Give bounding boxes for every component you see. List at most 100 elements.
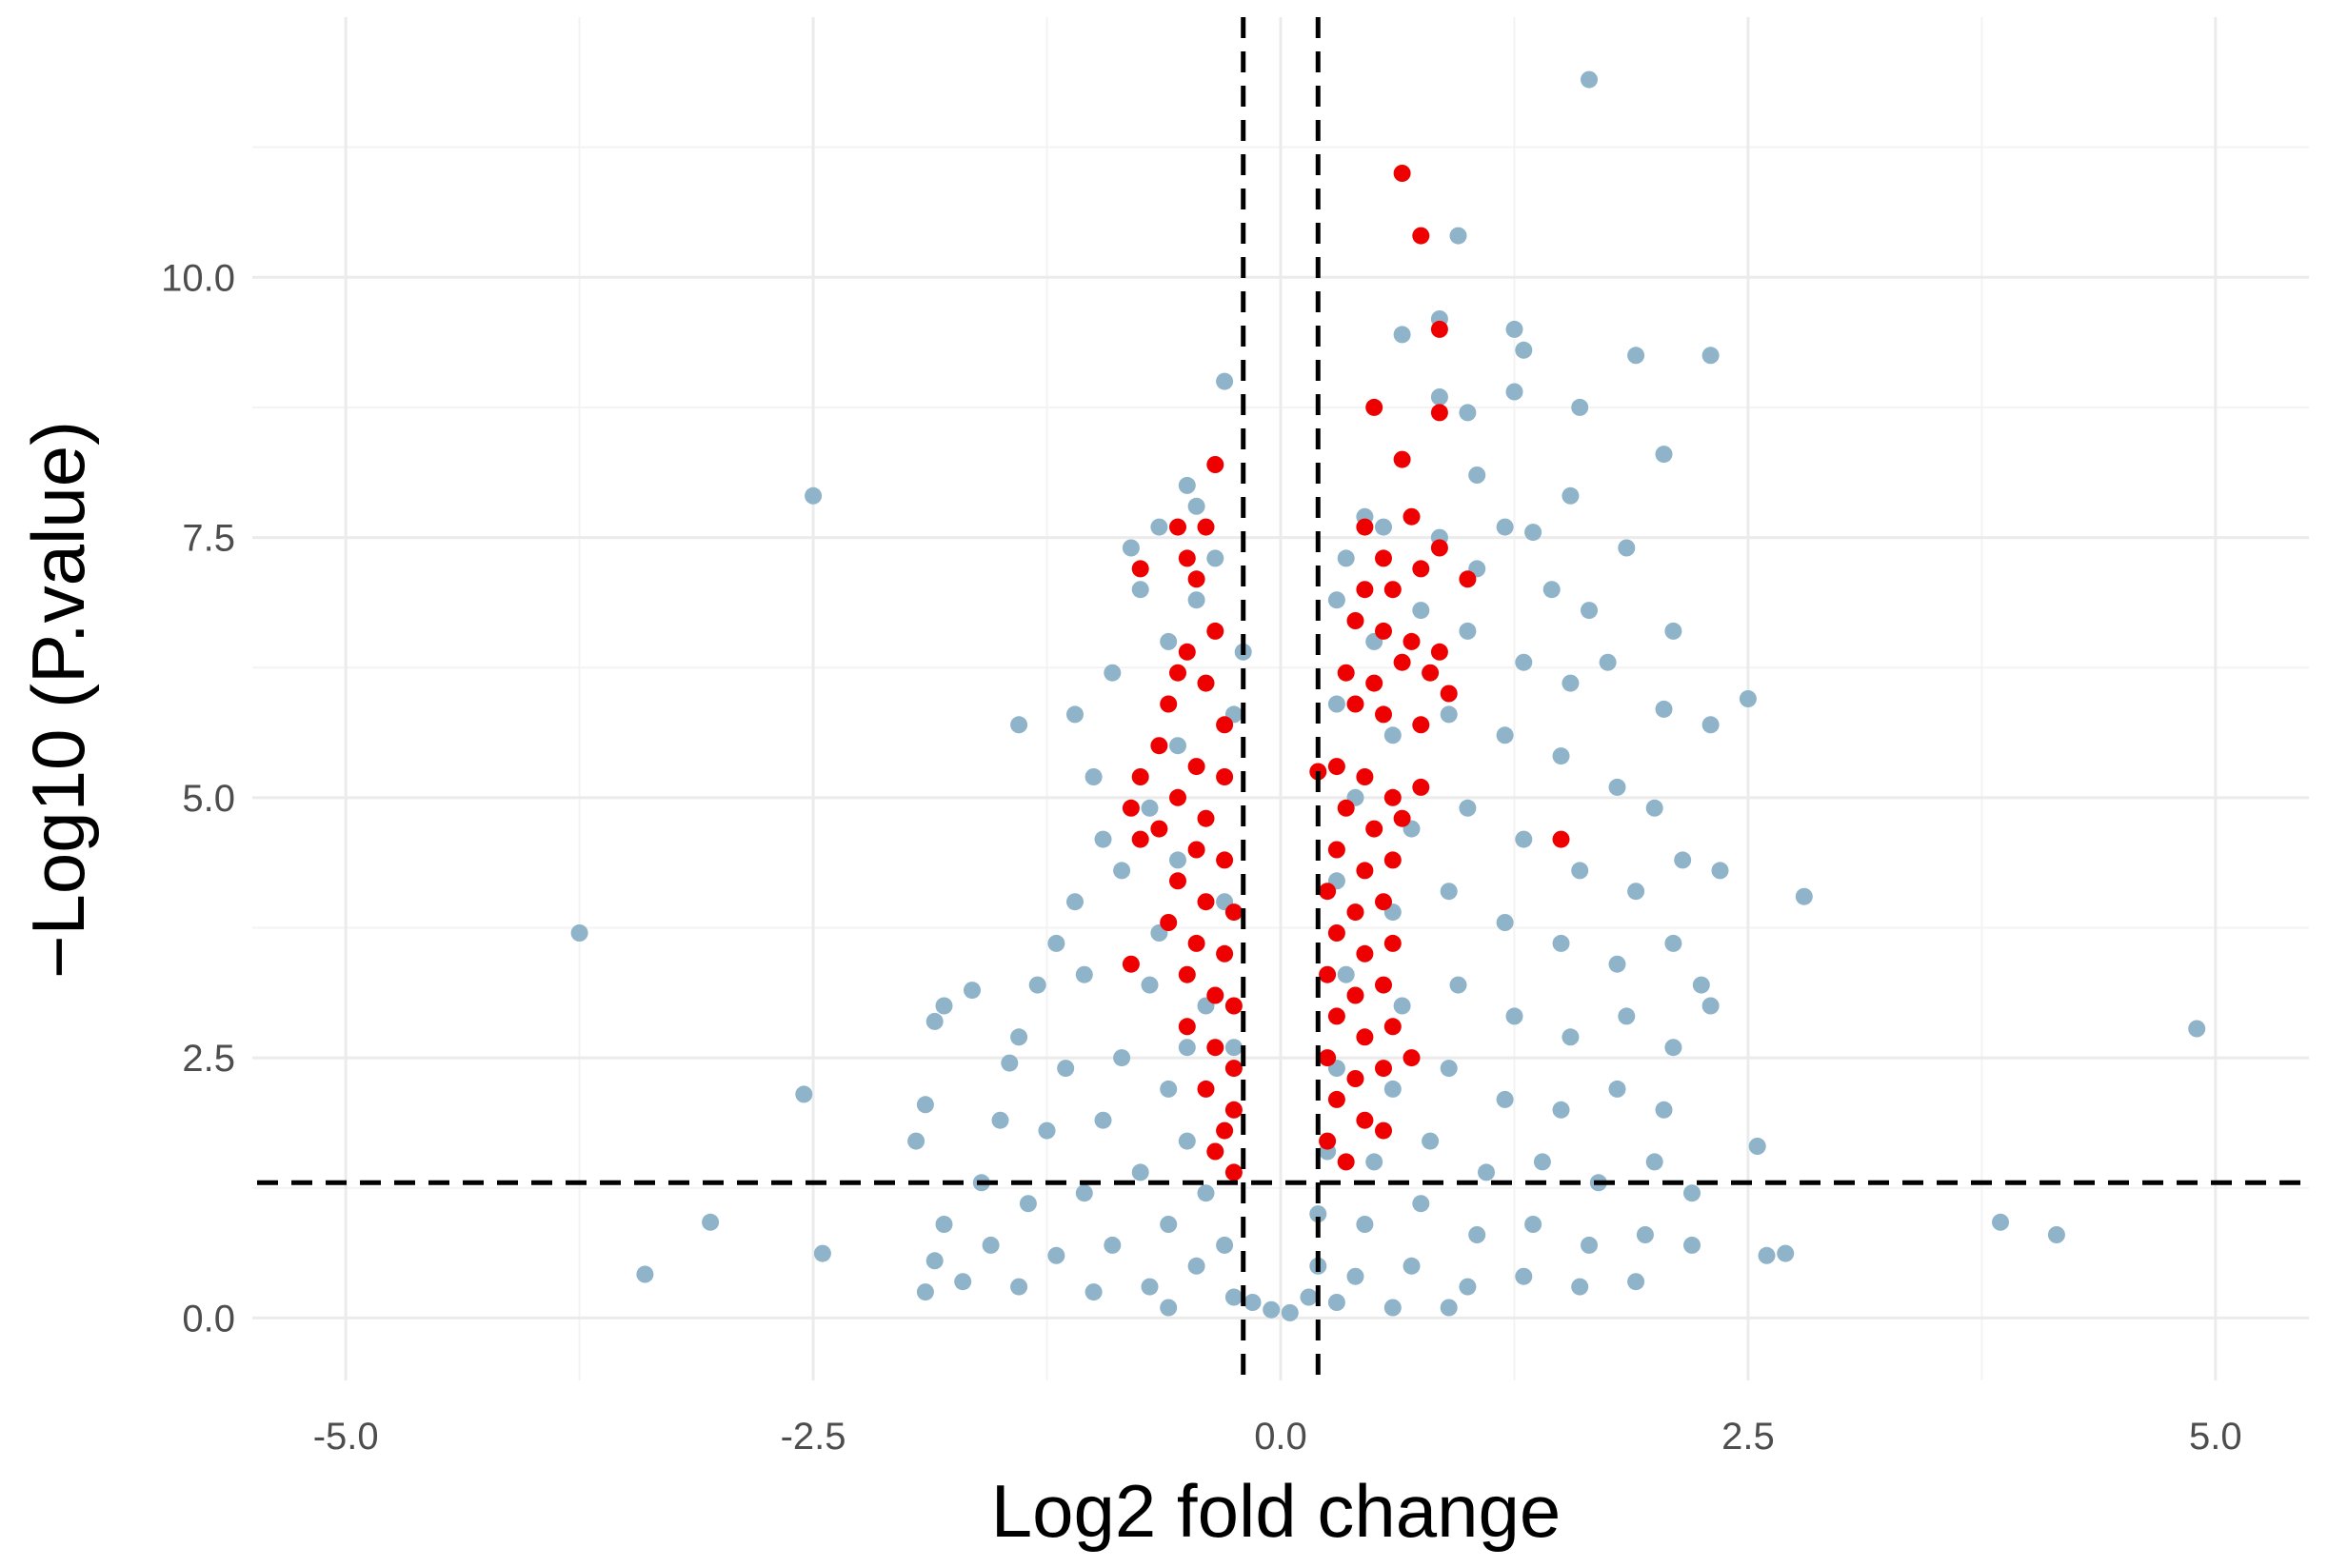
point-not-significant bbox=[1552, 934, 1570, 952]
point-not-significant bbox=[1010, 1278, 1028, 1296]
point-significant bbox=[1375, 1121, 1392, 1140]
x-axis-ticks: -5.0 -2.5 0.0 2.5 5.0 bbox=[313, 1416, 2242, 1458]
point-not-significant bbox=[1645, 1153, 1663, 1171]
point-significant bbox=[1131, 768, 1149, 785]
y-axis-title: −Log10 (P.value) bbox=[16, 421, 100, 979]
point-not-significant bbox=[1412, 1195, 1430, 1213]
point-not-significant bbox=[1057, 1060, 1075, 1078]
point-not-significant bbox=[2047, 1226, 2065, 1243]
point-not-significant bbox=[1777, 1244, 1795, 1262]
point-not-significant bbox=[1581, 70, 1598, 89]
point-not-significant bbox=[1627, 883, 1645, 901]
point-not-significant bbox=[1683, 1184, 1701, 1202]
point-not-significant bbox=[1327, 695, 1345, 713]
point-not-significant bbox=[1412, 602, 1430, 620]
point-not-significant bbox=[1468, 1226, 1486, 1243]
point-not-significant bbox=[1496, 914, 1514, 931]
point-not-significant bbox=[925, 1252, 944, 1270]
point-not-significant bbox=[1496, 1090, 1514, 1108]
point-not-significant bbox=[1178, 476, 1196, 494]
point-not-significant bbox=[1150, 518, 1168, 536]
point-not-significant bbox=[907, 1132, 925, 1150]
point-significant bbox=[1197, 809, 1215, 827]
point-significant bbox=[1327, 1007, 1345, 1025]
point-significant bbox=[1412, 560, 1430, 578]
point-significant bbox=[1430, 539, 1448, 557]
point-significant bbox=[1356, 1028, 1374, 1046]
significant-points bbox=[1122, 165, 1570, 1181]
point-not-significant bbox=[1337, 549, 1355, 567]
point-not-significant bbox=[1655, 446, 1673, 464]
point-not-significant bbox=[1122, 539, 1140, 557]
point-not-significant bbox=[1701, 997, 1720, 1015]
point-significant bbox=[1197, 518, 1215, 536]
point-significant bbox=[1337, 664, 1355, 682]
point-significant bbox=[1356, 1111, 1374, 1129]
point-significant bbox=[1403, 1049, 1421, 1067]
point-not-significant bbox=[1066, 893, 1084, 911]
point-significant bbox=[1206, 622, 1224, 640]
point-not-significant bbox=[813, 1244, 831, 1262]
point-significant bbox=[1169, 788, 1186, 806]
point-not-significant bbox=[1160, 1216, 1178, 1233]
point-not-significant bbox=[916, 1283, 934, 1301]
point-not-significant bbox=[1683, 1236, 1701, 1254]
point-not-significant bbox=[1562, 674, 1580, 692]
point-not-significant bbox=[1655, 700, 1673, 718]
point-not-significant bbox=[1795, 887, 1813, 905]
point-significant bbox=[1197, 893, 1215, 911]
point-not-significant bbox=[1608, 778, 1626, 796]
point-not-significant bbox=[1169, 851, 1186, 869]
point-significant bbox=[1319, 965, 1337, 983]
point-significant bbox=[1206, 1039, 1224, 1057]
point-significant bbox=[1375, 1060, 1392, 1078]
x-tick-label: 0.0 bbox=[1254, 1416, 1307, 1458]
point-significant bbox=[1412, 778, 1430, 796]
point-significant bbox=[1337, 799, 1355, 817]
point-significant bbox=[1393, 809, 1411, 827]
point-not-significant bbox=[1047, 934, 1065, 952]
point-not-significant bbox=[1515, 830, 1533, 848]
point-significant bbox=[1224, 1060, 1243, 1078]
point-not-significant bbox=[1599, 653, 1617, 671]
point-not-significant bbox=[1281, 1303, 1299, 1321]
point-not-significant bbox=[1216, 1236, 1234, 1254]
point-not-significant bbox=[1337, 965, 1355, 983]
point-significant bbox=[1375, 622, 1392, 640]
point-significant bbox=[1150, 737, 1168, 755]
point-significant bbox=[1422, 664, 1440, 682]
point-significant bbox=[1319, 1132, 1337, 1150]
y-tick-label: 2.5 bbox=[182, 1038, 235, 1080]
point-significant bbox=[1383, 934, 1402, 952]
point-significant bbox=[1459, 570, 1477, 588]
point-not-significant bbox=[1627, 1273, 1645, 1291]
point-not-significant bbox=[1440, 1060, 1458, 1078]
point-not-significant bbox=[1440, 883, 1458, 901]
point-not-significant bbox=[1581, 602, 1598, 620]
point-not-significant bbox=[1010, 1028, 1028, 1046]
point-not-significant bbox=[1645, 799, 1663, 817]
point-not-significant bbox=[570, 924, 588, 942]
point-not-significant bbox=[1664, 622, 1682, 640]
point-significant bbox=[1216, 1121, 1234, 1140]
point-not-significant bbox=[1001, 1054, 1019, 1072]
point-not-significant bbox=[1224, 1039, 1243, 1057]
point-not-significant bbox=[1449, 976, 1467, 994]
point-not-significant bbox=[1515, 1267, 1533, 1285]
point-not-significant bbox=[1562, 486, 1580, 505]
point-significant bbox=[1346, 612, 1364, 629]
point-significant bbox=[1187, 570, 1205, 588]
y-tick-label: 7.5 bbox=[182, 518, 235, 560]
point-not-significant bbox=[1365, 1153, 1383, 1171]
point-significant bbox=[1430, 404, 1448, 422]
point-significant bbox=[1337, 1153, 1355, 1171]
point-significant bbox=[1375, 549, 1392, 567]
point-significant bbox=[1412, 716, 1430, 734]
point-not-significant bbox=[925, 1012, 944, 1030]
point-significant bbox=[1356, 768, 1374, 785]
point-not-significant bbox=[1571, 862, 1589, 880]
point-significant bbox=[1178, 1018, 1196, 1036]
point-not-significant bbox=[1131, 581, 1149, 599]
point-significant bbox=[1122, 955, 1140, 973]
not-significant-points bbox=[570, 70, 2206, 1321]
